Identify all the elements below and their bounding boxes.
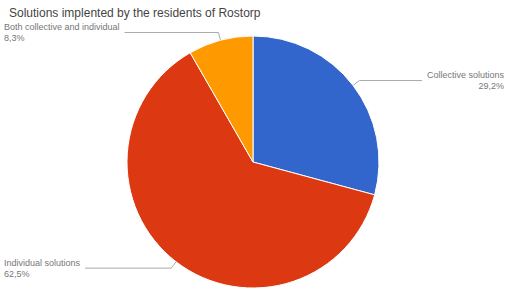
svg-text:Solutions implented by the res: Solutions implented by the residents of … xyxy=(9,6,261,20)
svg-text:8,3%: 8,3% xyxy=(4,33,25,43)
svg-text:Both collective and individual: Both collective and individual xyxy=(4,22,120,32)
svg-text:62,5%: 62,5% xyxy=(4,269,30,279)
svg-text:Individual solutions: Individual solutions xyxy=(4,258,81,268)
svg-text:Collective solutions: Collective solutions xyxy=(427,70,505,80)
svg-text:29,2%: 29,2% xyxy=(478,81,504,91)
